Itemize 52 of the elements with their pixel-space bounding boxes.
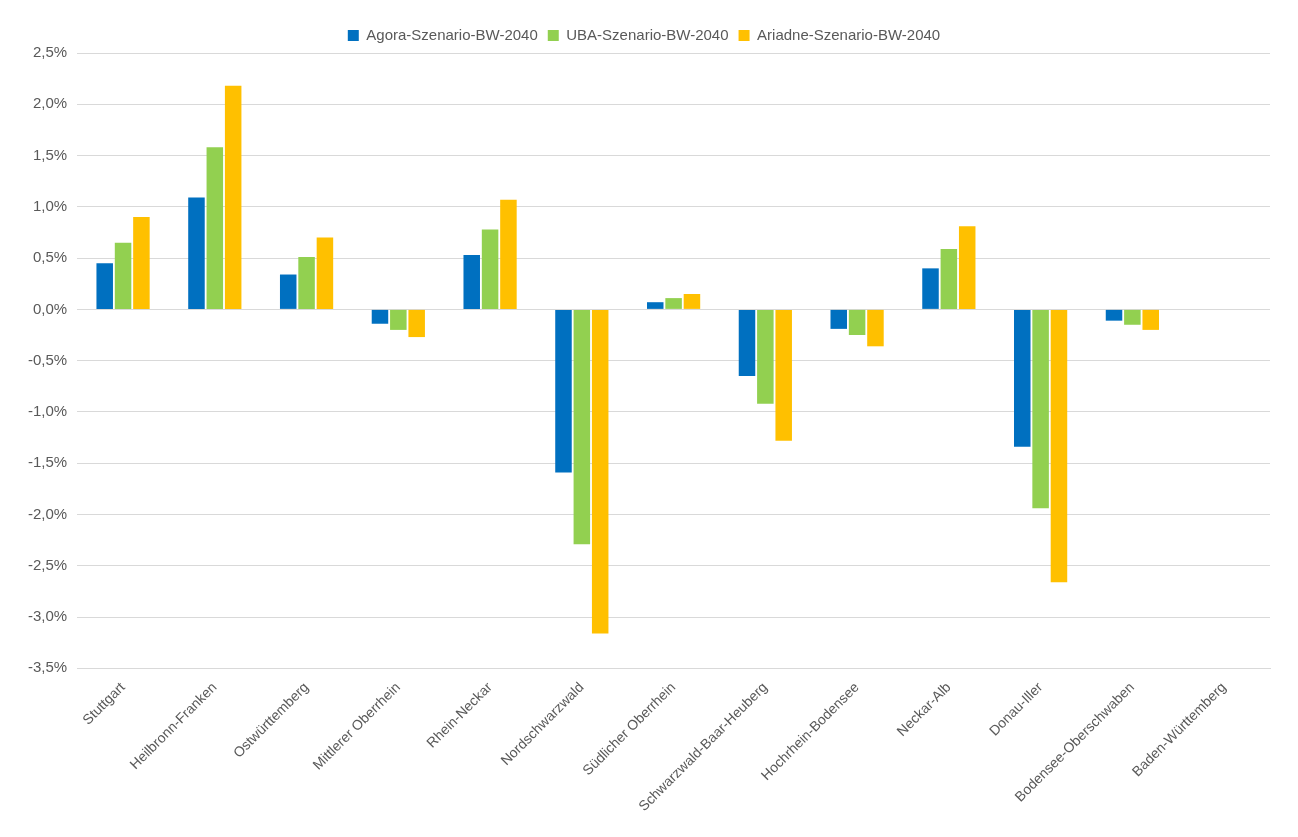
y-tick-label: 2,5% xyxy=(32,43,68,61)
bar xyxy=(371,309,389,324)
bar xyxy=(1014,309,1031,447)
legend-label: Agora-Szenario-BW-2040 xyxy=(366,25,538,43)
bar xyxy=(298,257,315,309)
bar xyxy=(316,237,334,309)
bar xyxy=(1050,309,1068,583)
bar xyxy=(206,147,224,309)
y-tick-label: 0,5% xyxy=(32,248,68,266)
y-tick-label: -2,5% xyxy=(28,555,68,573)
bar xyxy=(1142,309,1159,330)
y-tick-label: 0,0% xyxy=(32,299,68,317)
legend-label: UBA-Szenario-BW-2040 xyxy=(566,25,729,43)
bar xyxy=(463,255,480,309)
bar xyxy=(279,274,297,309)
y-tick-label: 2,0% xyxy=(32,94,68,112)
bar xyxy=(683,294,701,309)
y-tick-label: -3,5% xyxy=(28,658,68,676)
y-tick-label: -3,0% xyxy=(28,607,68,625)
bar xyxy=(867,309,884,347)
bar xyxy=(646,302,664,309)
y-tick-label: -2,0% xyxy=(28,504,68,522)
bar xyxy=(408,309,425,338)
bar xyxy=(775,309,792,441)
y-tick-label: 1,0% xyxy=(32,196,68,214)
bar xyxy=(96,263,113,309)
bar xyxy=(188,197,205,309)
bar xyxy=(830,309,848,329)
bar xyxy=(1124,309,1141,325)
bar xyxy=(665,298,682,309)
bar xyxy=(224,85,242,309)
bar xyxy=(133,217,150,309)
y-tick-label: 1,5% xyxy=(32,145,68,163)
bar xyxy=(555,309,572,473)
bar xyxy=(940,248,958,309)
bar xyxy=(958,226,976,309)
bar xyxy=(390,309,407,330)
bar xyxy=(1105,309,1123,321)
legend-label: Ariadne-Szenario-BW-2040 xyxy=(757,25,941,43)
y-tick-label: -1,5% xyxy=(28,453,68,471)
bar xyxy=(757,309,774,404)
bar xyxy=(481,229,499,309)
bar xyxy=(848,309,866,336)
bar xyxy=(922,268,939,309)
bar xyxy=(573,309,591,545)
y-tick-label: -0,5% xyxy=(28,350,68,368)
bar xyxy=(114,242,132,309)
bar xyxy=(1032,309,1049,509)
bar xyxy=(591,309,609,634)
bar xyxy=(738,309,756,377)
bar xyxy=(500,199,517,309)
y-tick-label: -1,0% xyxy=(28,402,68,420)
